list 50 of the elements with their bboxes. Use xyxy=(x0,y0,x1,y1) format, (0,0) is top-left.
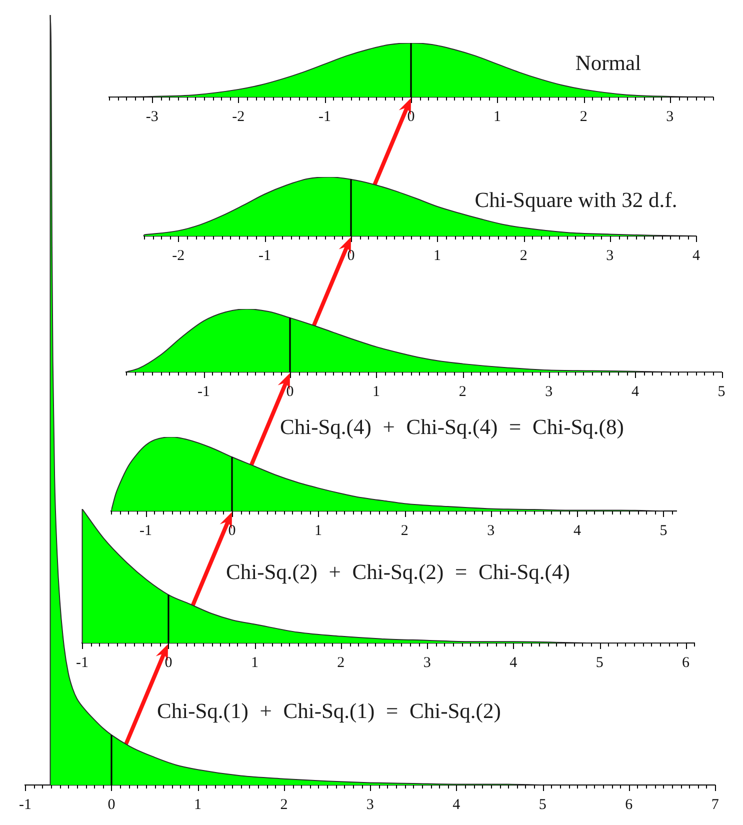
x-tick-label: 5 xyxy=(538,796,546,813)
x-tick-label: 2 xyxy=(580,108,588,125)
x-tick-label: 2 xyxy=(400,522,408,539)
x-tick-label: 0 xyxy=(164,654,172,671)
chart-title: Normal xyxy=(575,50,642,77)
x-tick-label: -1 xyxy=(318,108,331,125)
x-tick-label: 3 xyxy=(666,108,674,125)
x-tick-label: 5 xyxy=(596,654,604,671)
x-tick-label: 7 xyxy=(711,796,720,813)
x-tick-label: 5 xyxy=(660,522,668,539)
x-tick-label: -1 xyxy=(19,796,32,813)
x-tick-label: 2 xyxy=(337,654,345,671)
x-tick-label: 0 xyxy=(108,796,116,813)
x-tick-label: -3 xyxy=(146,108,158,125)
x-tick-label: 2 xyxy=(458,384,466,400)
x-tick-label: 1 xyxy=(434,248,442,264)
x-tick-label: 4 xyxy=(631,384,640,400)
x-tick-label: 3 xyxy=(423,654,431,671)
text: Chi-Sq.(1) + Chi-Sq.(1) = Chi-Sq.(2) xyxy=(157,698,501,725)
x-tick-label: 0 xyxy=(347,248,355,264)
x-tick-label: 0 xyxy=(286,384,294,400)
text: Chi-Square with 32 d.f. xyxy=(474,187,678,214)
x-tick-label: 3 xyxy=(487,522,495,539)
x-tick-label: 5 xyxy=(718,384,726,400)
text: Chi-Sq.(2) + Chi-Sq.(2) = Chi-Sq.(4) xyxy=(226,559,570,586)
x-tick-label: 1 xyxy=(372,384,380,400)
x-tick-label: 4 xyxy=(452,796,461,813)
x-tick-label: 2 xyxy=(280,796,288,813)
x-tick-label: 1 xyxy=(194,796,202,813)
x-tick-label: 3 xyxy=(545,384,553,400)
x-tick-label: 6 xyxy=(625,796,634,813)
x-tick-label: -2 xyxy=(172,248,185,264)
x-tick-label: 1 xyxy=(250,654,258,671)
x-tick-label: 3 xyxy=(366,796,374,813)
x-tick-label: -1 xyxy=(197,384,210,400)
x-tick-label: 4 xyxy=(573,522,582,539)
x-tick-label: 4 xyxy=(510,654,518,671)
x-tick-label: 1 xyxy=(314,522,322,539)
text: Chi-Sq.(4) + Chi-Sq.(4) = Chi-Sq.(8) xyxy=(280,414,624,441)
x-tick-label: -1 xyxy=(139,522,152,539)
x-tick-label: -2 xyxy=(232,108,245,125)
x-tick-label: 0 xyxy=(228,522,236,539)
x-tick-label: 0 xyxy=(407,108,415,125)
x-tick-label: -1 xyxy=(258,248,271,264)
x-tick-label: 4 xyxy=(692,248,700,264)
x-tick-label: 6 xyxy=(682,654,690,671)
x-tick-label: 2 xyxy=(520,248,528,264)
x-tick-label: 3 xyxy=(606,248,614,264)
x-tick-label: 1 xyxy=(494,108,502,125)
x-tick-label: -1 xyxy=(76,654,88,671)
